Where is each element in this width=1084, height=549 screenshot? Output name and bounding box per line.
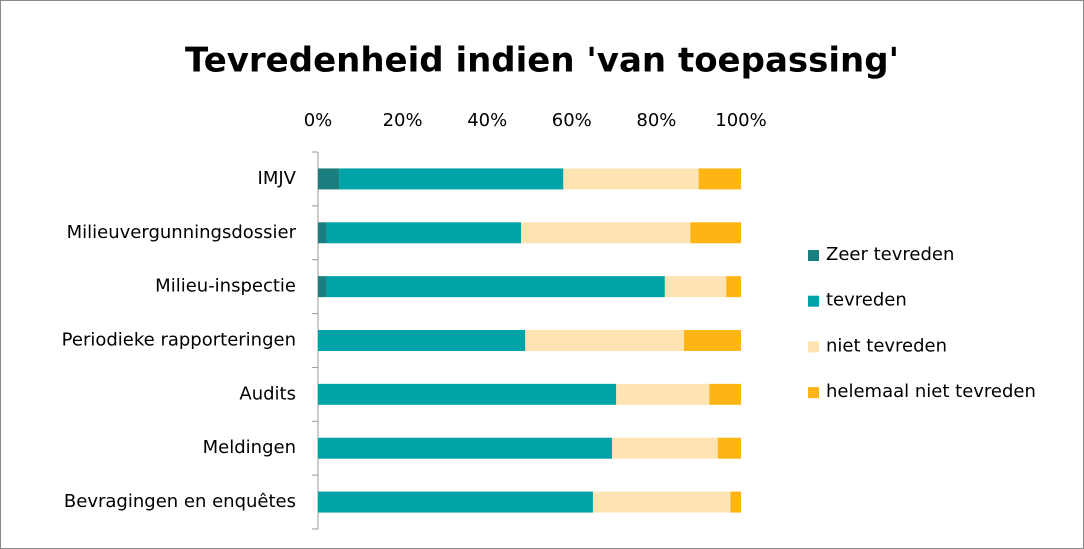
bar-segment — [318, 330, 526, 351]
bar-segment — [616, 383, 710, 405]
bar-segment — [592, 491, 731, 513]
legend-swatch — [808, 295, 819, 307]
x-tick-label: 40% — [467, 110, 507, 131]
y-tick-label: Milieuvergunningsdossier — [67, 222, 297, 243]
bar-segment — [326, 276, 665, 298]
legend-label: tevreden — [826, 290, 907, 311]
bar-segment — [664, 276, 727, 298]
legend-swatch — [808, 341, 819, 353]
x-tick-label: 20% — [383, 110, 423, 131]
bar-segment — [690, 222, 741, 244]
bar-segment — [698, 168, 741, 190]
legend-swatch — [808, 387, 819, 399]
bar-segment — [318, 437, 612, 459]
bar-segment — [611, 437, 718, 459]
chart-title: Tevredenheid indien 'van toepassing' — [185, 41, 899, 81]
y-tick-label: Meldingen — [203, 437, 296, 458]
x-tick-label: 80% — [636, 110, 676, 131]
bar-segment — [318, 168, 340, 190]
y-tick-label: Periodieke rapporteringen — [62, 330, 296, 351]
legend-swatch — [808, 250, 819, 261]
x-tick-label: 0% — [304, 110, 333, 131]
bar-segment — [525, 330, 684, 351]
bar-segment — [683, 330, 741, 351]
bar-segment — [709, 383, 741, 405]
x-tick-label: 60% — [552, 110, 592, 131]
bar-segment — [318, 383, 617, 405]
bar-segment — [563, 168, 699, 190]
bar-segment — [326, 222, 522, 244]
bar-segment — [730, 491, 741, 513]
bar-segment — [521, 222, 691, 244]
bar-segment — [318, 276, 327, 298]
bar-segment — [726, 276, 741, 298]
y-tick-label: Audits — [239, 383, 296, 404]
legend-label: Zeer tevreden — [826, 244, 954, 265]
y-tick-label: Bevragingen en enquêtes — [64, 491, 296, 512]
bar-segment — [318, 222, 327, 244]
bar-segment — [318, 491, 593, 513]
y-tick-label: Milieu-inspectie — [155, 276, 296, 297]
legend-label: helemaal niet tevreden — [826, 381, 1036, 402]
bar-segment — [717, 437, 741, 459]
y-tick-label: IMJV — [258, 168, 297, 189]
x-tick-label: 100% — [715, 110, 766, 131]
bar-segment — [339, 168, 564, 190]
legend-label: niet tevreden — [826, 335, 947, 356]
